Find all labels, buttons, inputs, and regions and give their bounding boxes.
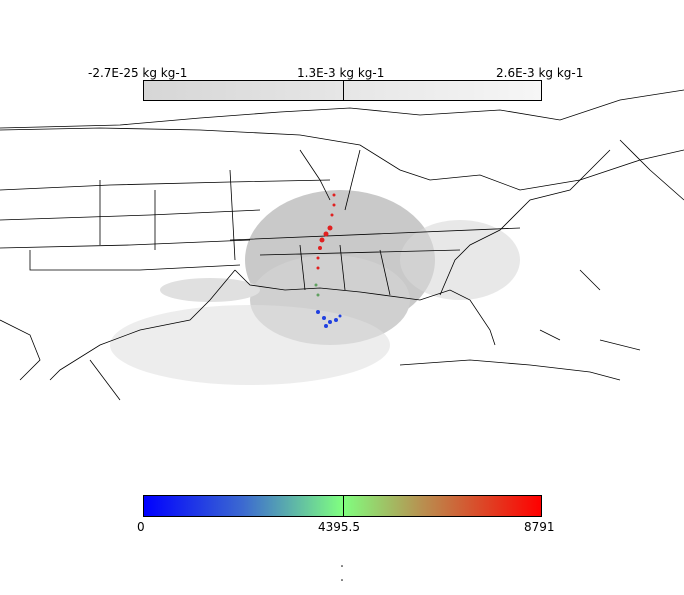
top-colorbar-mid-label: 1.3E-3 kg kg-1 <box>297 66 385 80</box>
colorbar-midline <box>342 81 344 100</box>
dot-marker <box>341 565 343 567</box>
bottom-colorbar-mid-label: 4395.5 <box>318 520 360 534</box>
bottom-colorbar-min-label: 0 <box>137 520 145 534</box>
coastlines-and-borders <box>0 89 684 401</box>
top-colorbar-min-label: -2.7E-25 kg kg-1 <box>88 66 188 80</box>
cloud-field <box>110 190 520 385</box>
trajectory-blue <box>316 310 342 328</box>
trajectory-green <box>314 283 320 297</box>
top-colorbar-max-label: 2.6E-3 kg kg-1 <box>496 66 584 80</box>
bottom-colorbar <box>143 495 542 517</box>
top-colorbar <box>143 80 542 101</box>
dot-marker <box>341 579 343 581</box>
trajectory-red <box>316 193 336 270</box>
colorbar-midline <box>342 496 344 516</box>
bottom-colorbar-max-label: 8791 <box>524 520 555 534</box>
